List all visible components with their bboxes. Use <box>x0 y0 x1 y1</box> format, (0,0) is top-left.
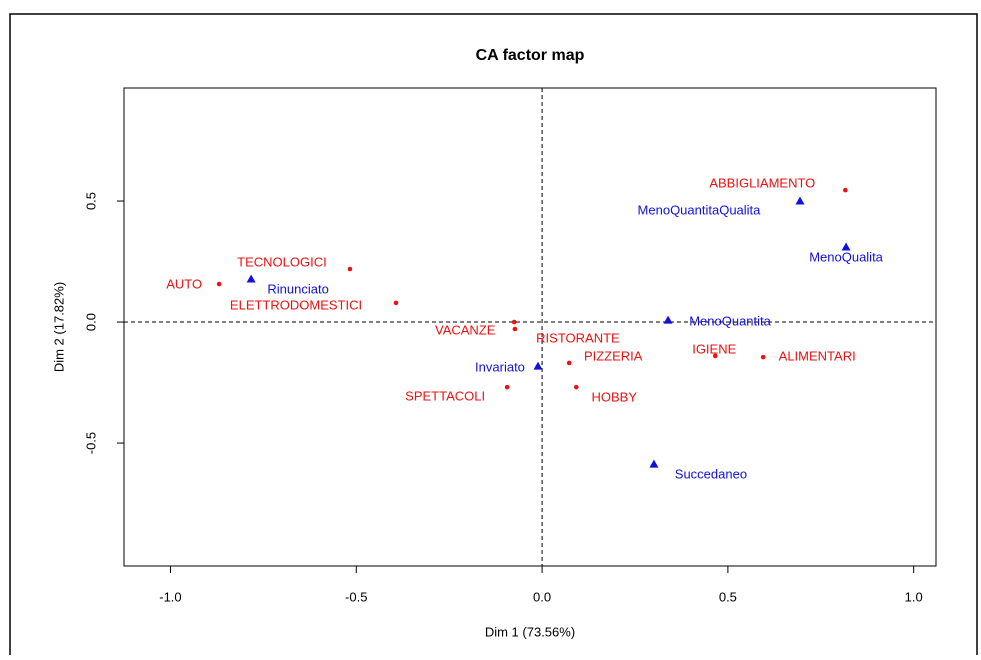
y-tick-label: -0.5 <box>83 432 98 454</box>
point <box>504 384 510 390</box>
point-label: RISTORANTE <box>536 330 620 345</box>
point-label: VACANZE <box>435 322 496 337</box>
point <box>216 281 222 287</box>
point-label: Succedaneo <box>675 467 747 482</box>
point-label: AUTO <box>166 276 202 291</box>
point-label: Invariato <box>475 360 525 375</box>
x-tick-label: -1.0 <box>159 589 181 604</box>
y-tick-label: 0.5 <box>83 192 98 210</box>
point <box>512 326 518 332</box>
point-label: ELETTRODOMESTICI <box>230 297 362 312</box>
point-label: MenoQuantita <box>689 314 771 329</box>
point <box>246 274 256 283</box>
point-label: ABBIGLIAMENTO <box>709 176 815 191</box>
plot-area <box>123 87 937 567</box>
point <box>795 196 805 205</box>
point-label: Rinunciato <box>267 281 328 296</box>
point <box>760 354 766 360</box>
point <box>511 319 517 325</box>
point-label: HOBBY <box>592 390 638 405</box>
point <box>841 242 851 251</box>
point-label: TECNOLOGICI <box>237 254 327 269</box>
x-tick-label: -0.5 <box>345 589 367 604</box>
x-tick-label: 0.0 <box>533 589 551 604</box>
point <box>843 187 848 193</box>
x-tick-label: 1.0 <box>905 589 923 604</box>
x-tick-label: 0.5 <box>719 589 737 604</box>
x-axis-label: Dim 1 (73.56%) <box>485 624 575 639</box>
y-tick-label: 0.0 <box>83 313 98 331</box>
point <box>573 384 579 390</box>
point-label: MenoQuantitaQualita <box>638 202 762 217</box>
point <box>712 353 718 359</box>
point-label: MenoQualita <box>809 249 883 264</box>
point-label: PIZZERIA <box>584 348 643 363</box>
point <box>566 360 572 366</box>
point <box>533 361 543 370</box>
frame <box>9 13 978 660</box>
point-label: IGIENE <box>692 341 736 356</box>
point-label: SPETTACOLI <box>405 389 485 404</box>
y-axis-label: Dim 2 (17.82%) <box>51 282 66 372</box>
point <box>347 266 353 272</box>
point <box>663 315 673 324</box>
point-label: ALIMENTARI <box>779 349 856 364</box>
point <box>393 300 399 306</box>
point <box>649 459 659 468</box>
chart-title: CA factor map <box>476 47 585 64</box>
